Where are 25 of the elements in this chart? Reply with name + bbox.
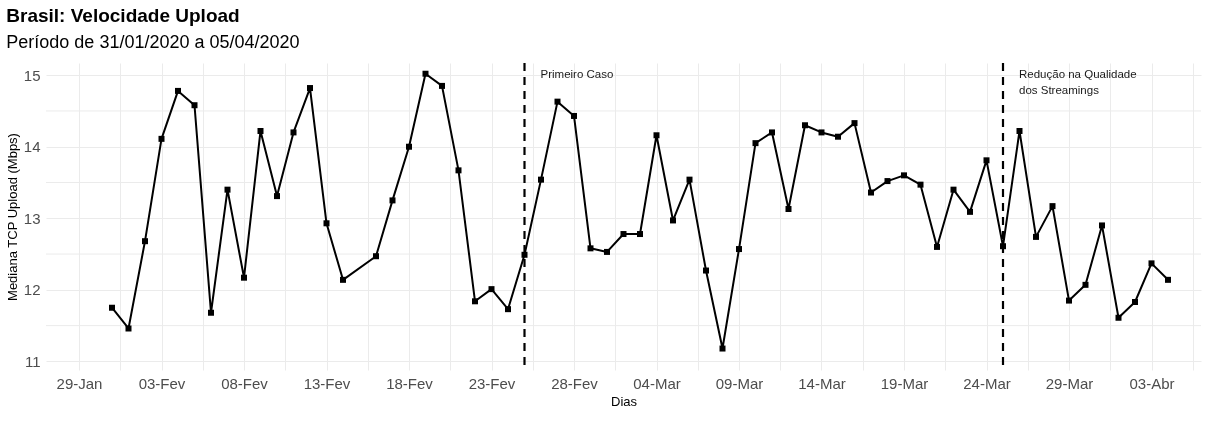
y-tick-label: 11 <box>24 352 41 370</box>
chart-title: Brasil: Velocidade Upload <box>6 4 240 26</box>
y-tick-label: 15 <box>23 66 41 84</box>
chart-subtitle: Período de 31/01/2020 a 05/04/2020 <box>6 31 300 52</box>
y-tick-label: 13 <box>23 209 41 227</box>
y-axis-title: Mediana TCP Upload (Mbps) <box>4 133 20 301</box>
x-tick-label: 14-Mar <box>798 374 846 392</box>
x-tick-label: 24-Mar <box>963 374 1011 392</box>
x-tick-label: 28-Fev <box>551 374 599 392</box>
x-tick-label: 03-Fev <box>138 374 186 392</box>
x-tick-label: 03-Abr <box>1129 374 1175 392</box>
x-axis-title: Dias <box>610 393 638 409</box>
y-tick-label: 14 <box>23 138 41 156</box>
x-tick-label: 04-Mar <box>633 374 681 392</box>
x-tick-label: 18-Fev <box>386 374 434 392</box>
x-tick-label: 23-Fev <box>468 374 516 392</box>
ref-line-label: Redução na Qualidade dos Streamings <box>1019 68 1137 96</box>
x-tick-label: 19-Mar <box>880 374 929 392</box>
x-tick-label: 13-Fev <box>303 374 351 392</box>
ref-line-label: Primeiro Caso <box>540 68 614 80</box>
x-tick-label: 29-Mar <box>1045 374 1094 392</box>
x-tick-label: 08-Fev <box>221 374 269 392</box>
x-tick-label: 09-Mar <box>715 374 764 392</box>
y-tick-label: 12 <box>23 281 41 299</box>
x-tick-label: 29-Jan <box>56 374 103 392</box>
